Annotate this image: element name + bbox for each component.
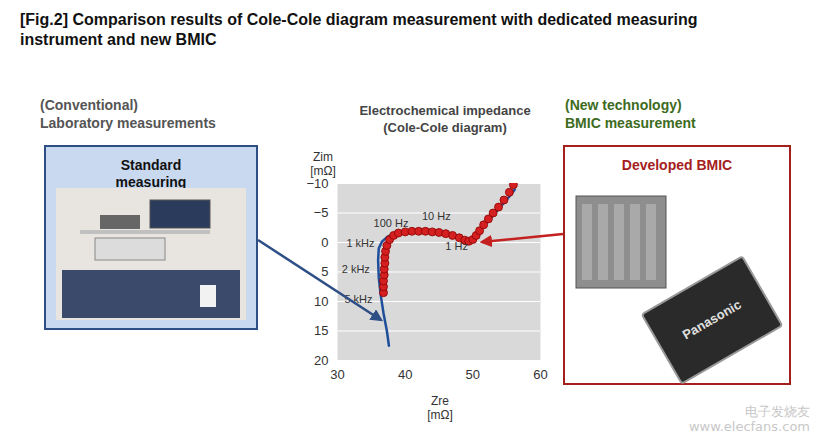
svg-text:10: 10 xyxy=(314,294,328,309)
svg-text:50: 50 xyxy=(466,367,480,382)
svg-text:−10: −10 xyxy=(306,175,329,191)
svg-text:5 kHz: 5 kHz xyxy=(344,293,372,305)
svg-text:Panasonic: Panasonic xyxy=(680,297,744,343)
html-text:Zre [mΩ]: Zre [mΩ] xyxy=(427,394,453,422)
svg-text:1 Hz: 1 Hz xyxy=(445,240,468,252)
html-text:Laboratory measurements: Laboratory measurements xyxy=(40,115,216,131)
svg-text:20: 20 xyxy=(314,353,328,368)
svg-text:40: 40 xyxy=(398,367,412,382)
svg-text:−5: −5 xyxy=(314,205,329,220)
html-text:Developed BMIC: Developed BMIC xyxy=(621,157,733,173)
html-text:BMIC measurement: BMIC measurement xyxy=(565,115,696,131)
html-text:Electrochemical impedance: Electrochemical impedance xyxy=(359,103,531,118)
svg-text:30: 30 xyxy=(330,367,344,382)
html-text:[Fig.2] Comparison results of: [Fig.2] Comparison results of Cole-Cole … xyxy=(20,11,698,48)
svg-text:15: 15 xyxy=(314,323,328,338)
svg-text:2 kHz: 2 kHz xyxy=(342,263,370,275)
svg-text:1 kHz: 1 kHz xyxy=(346,237,374,249)
html-text:Zim [mΩ]: Zim [mΩ] xyxy=(310,150,336,178)
svg-text:100 Hz: 100 Hz xyxy=(374,217,409,229)
svg-text:0: 0 xyxy=(321,235,328,250)
svg-text:10 Hz: 10 Hz xyxy=(422,210,451,222)
html-text:(Cole-Cole diagram): (Cole-Cole diagram) xyxy=(383,120,507,135)
html-text:Standard measuring instrument: Standard measuring instrument xyxy=(114,157,188,207)
html-text:www.elecfans.com: www.elecfans.com xyxy=(689,419,810,434)
html-text:(New technology): (New technology) xyxy=(565,97,682,113)
svg-text:60: 60 xyxy=(533,367,547,382)
html-text:(Conventional): (Conventional) xyxy=(40,97,138,113)
html-text:电子发烧友: 电子发烧友 xyxy=(745,404,810,419)
svg-text:5: 5 xyxy=(321,264,328,279)
